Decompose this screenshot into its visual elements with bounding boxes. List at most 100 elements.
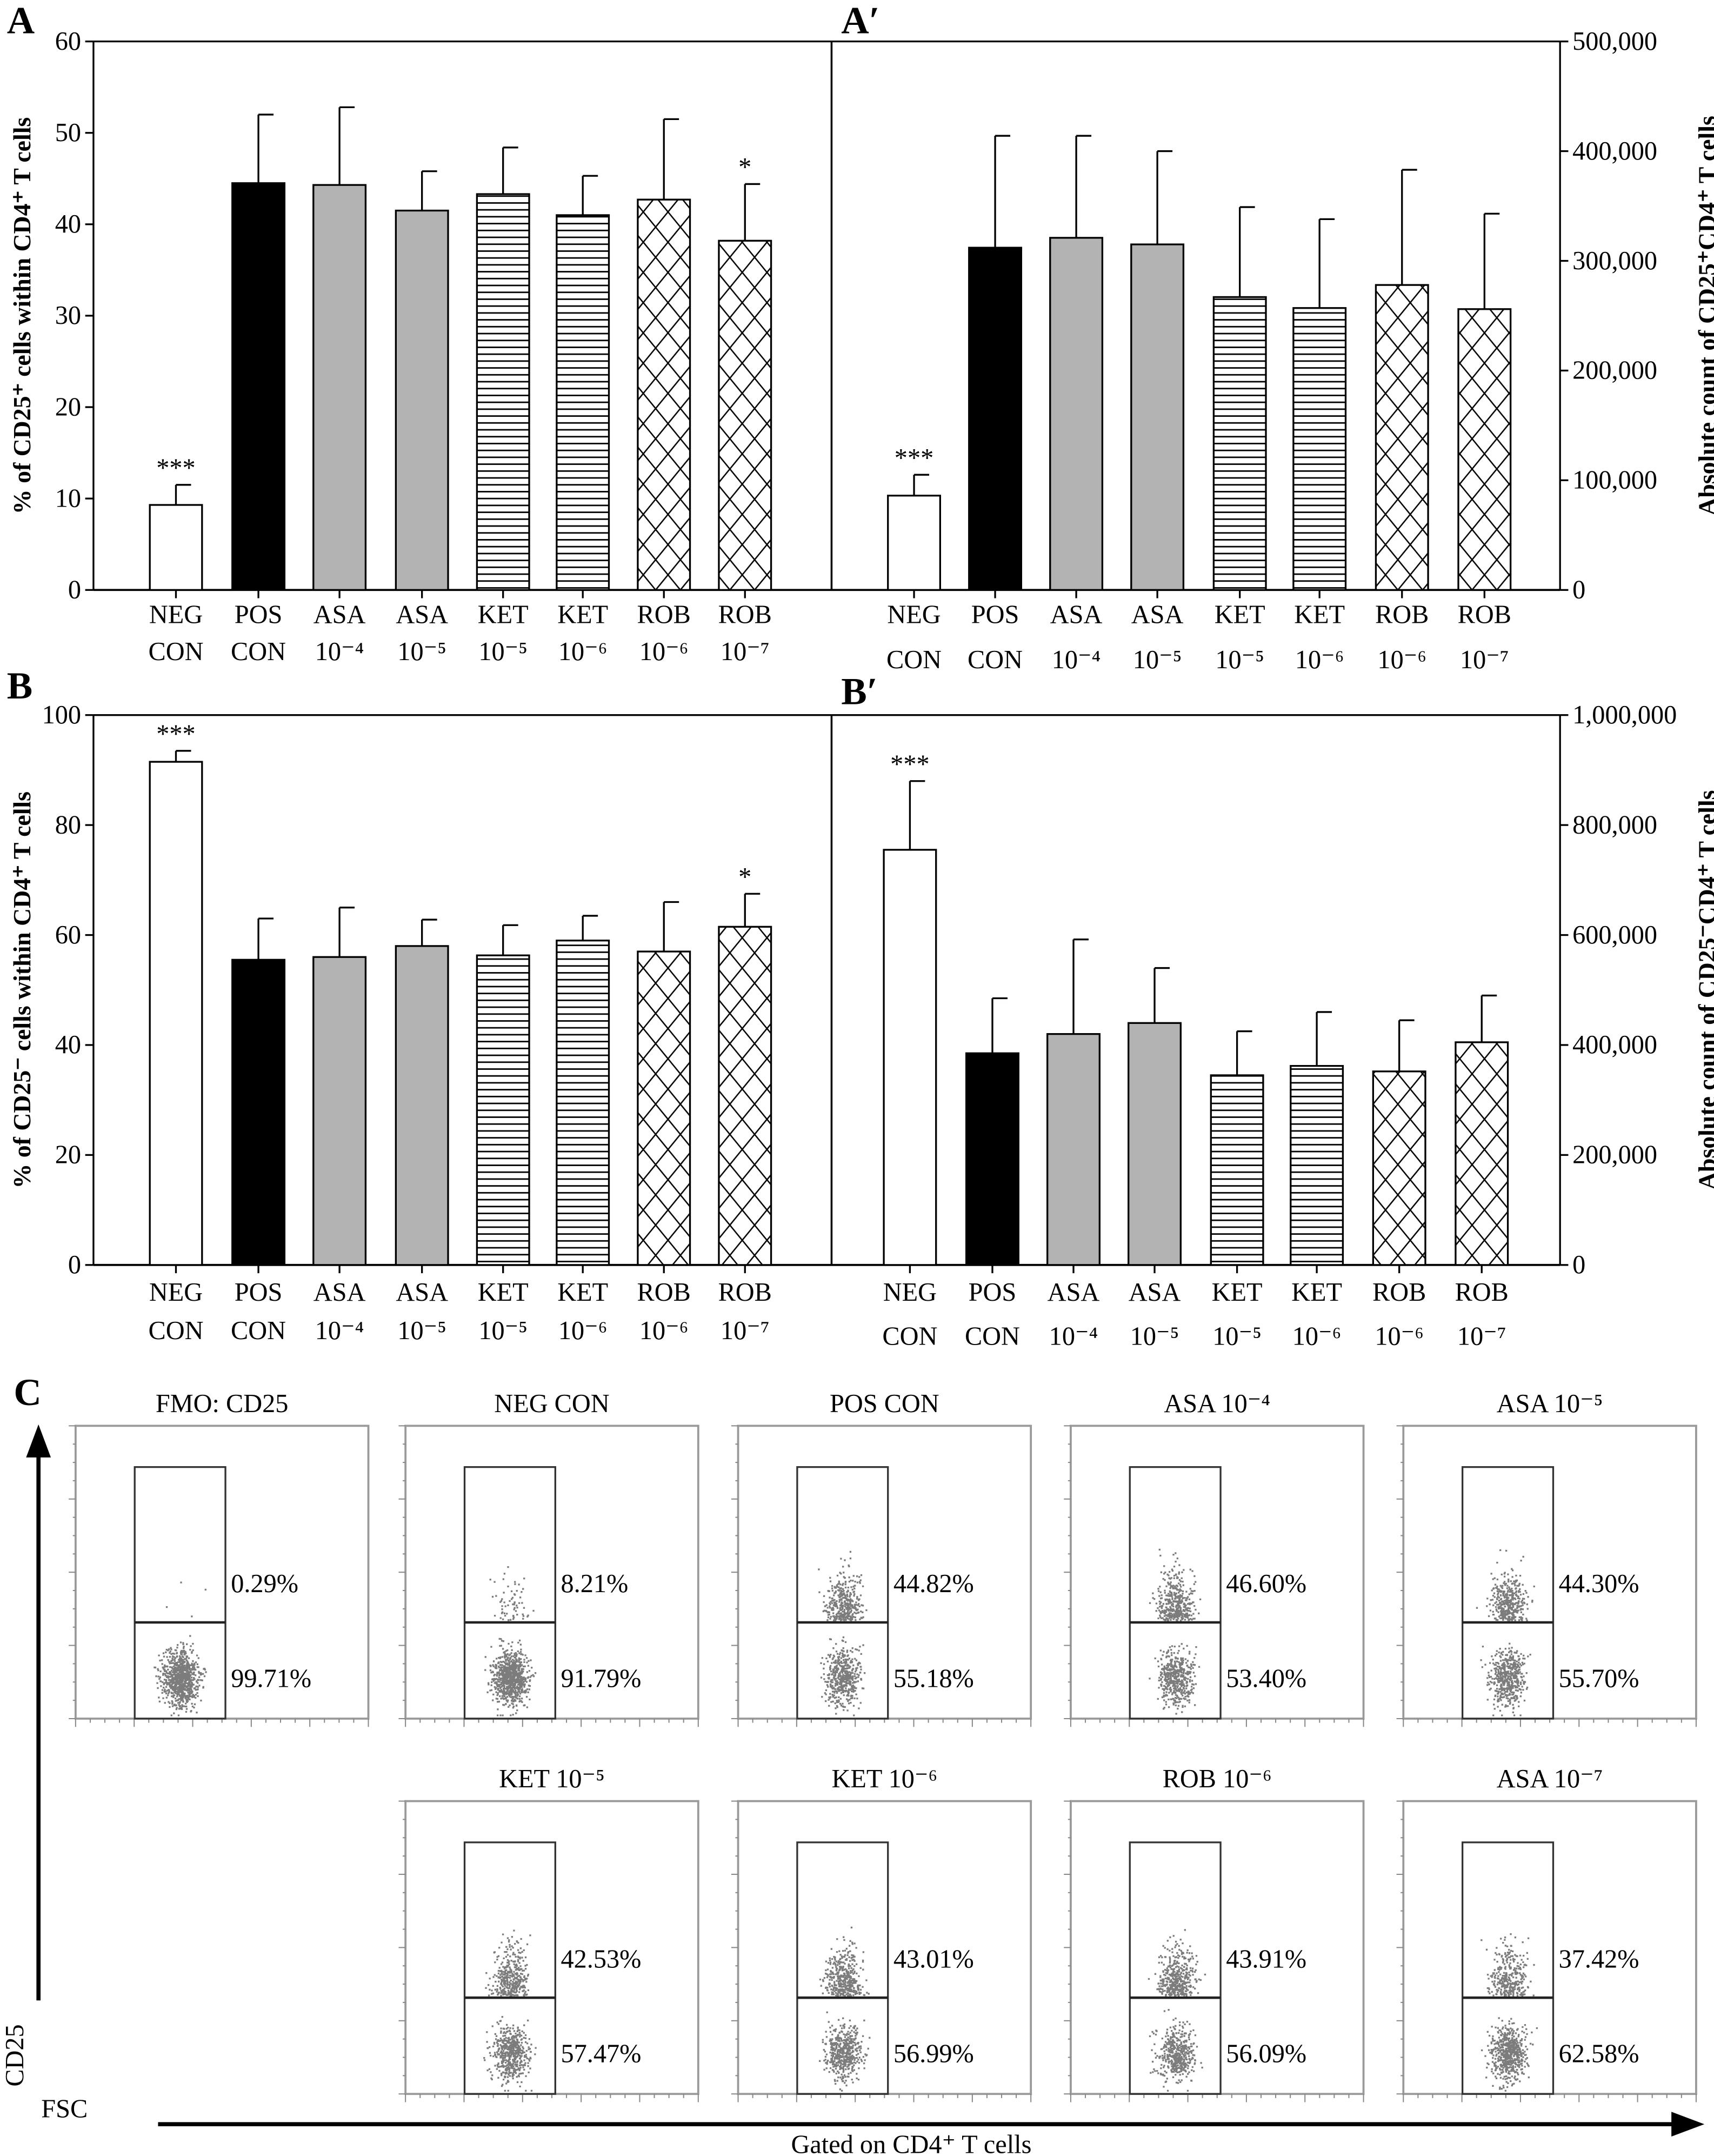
panel-letter: B <box>7 665 32 707</box>
x-tick-label: ROB <box>718 1278 772 1307</box>
upper-gate-percent: 42.53% <box>561 1945 642 1973</box>
x-tick-label: 10⁻⁵ <box>397 637 446 666</box>
x-tick-label: ASA <box>314 1278 366 1307</box>
flow-plot-title: NEG CON <box>494 1389 609 1418</box>
bar <box>1210 1074 1264 1266</box>
gate-rectangle <box>1129 1466 1222 1720</box>
bar <box>556 940 610 1266</box>
significance-label: *** <box>156 720 195 749</box>
bar <box>1046 1033 1101 1266</box>
event-dots <box>1148 1929 1206 2092</box>
gating-footer: Gated on CD4⁺ T cells <box>791 2131 1031 2156</box>
upper-gate-percent: 37.42% <box>1559 1945 1639 1973</box>
bar <box>1212 296 1267 591</box>
chart-panel-4: B′ 0 200,000 400,000 600,000 800,000 1,000,000… <box>830 670 1714 1350</box>
gate-rectangle <box>463 1841 556 2095</box>
bar <box>312 184 367 591</box>
gate-rectangle <box>796 1841 889 2095</box>
x-tick-label: 10⁻⁴ <box>315 637 364 666</box>
x-tick-label: CON <box>886 646 942 674</box>
upper-gate-percent: 43.91% <box>1226 1945 1306 1973</box>
y-axis-label: Absolute count of CD25⁺CD4⁺ T cells <box>1693 116 1714 515</box>
flow-plot-frame <box>737 1800 1032 2095</box>
lower-gate-percent: 56.09% <box>1226 2040 1306 2068</box>
flow-plot-title: ASA 10⁻⁷ <box>1497 1765 1603 1793</box>
x-tick-label: NEG <box>883 1278 937 1307</box>
upper-gate-percent: 44.30% <box>1559 1569 1639 1598</box>
x-tick-label: POS <box>971 600 1019 629</box>
x-tick-label: 10⁻⁵ <box>1130 1322 1179 1350</box>
x-tick-label: 10⁻⁶ <box>1375 1322 1424 1350</box>
lower-gate-percent: 99.71% <box>231 1665 311 1693</box>
flow-plot-frame <box>404 1425 699 1720</box>
y-tick-label: 50 <box>55 118 81 147</box>
gate-rectangle <box>463 1466 556 1720</box>
flow-plot: NEG CON 8.21% 91.79% <box>398 1389 699 1727</box>
y-axis-label: Absolute count of CD25⁻CD4⁺ T cells <box>1693 790 1714 1190</box>
y-tick-label: 0 <box>68 576 81 604</box>
x-tick-label: NEG <box>149 1278 203 1307</box>
x-tick-label: 10⁻⁶ <box>558 637 608 666</box>
x-tick-label: 10⁻⁵ <box>1215 646 1264 674</box>
event-dots <box>484 1566 537 1716</box>
x-tick-label: 10⁻⁴ <box>315 1316 364 1345</box>
y-tick-label: 600,000 <box>1572 921 1657 949</box>
gate-rectangle <box>1461 1841 1555 2095</box>
x-tick-label: 10⁻⁷ <box>721 1316 770 1345</box>
chart-panel-3: B 0 20 40 60 80 100 % of CD25⁻ cells within CD4… <box>7 665 833 1345</box>
x-tick-label: ROB <box>637 600 691 629</box>
x-tick-label: CON <box>965 1322 1020 1350</box>
x-tick-label: 10⁻⁵ <box>478 637 528 666</box>
upper-gate-percent: 8.21% <box>561 1569 629 1598</box>
gate-rectangle <box>1129 1841 1222 2095</box>
significance-label: *** <box>890 750 929 778</box>
x-tick-label: 10⁻⁵ <box>397 1316 446 1345</box>
bar <box>965 1052 1019 1266</box>
y-tick-label: 60 <box>55 921 81 949</box>
bar <box>312 956 367 1266</box>
bar-charts: A 0 10 20 30 40 50 60 % of CD25⁺ cells within CD… <box>7 0 1714 1350</box>
y-tick-label: 100,000 <box>1572 466 1657 495</box>
bar <box>887 495 941 591</box>
flow-plot-frame <box>1402 1800 1697 2095</box>
gate-rectangle <box>1461 1466 1555 1720</box>
y-tick-label: 40 <box>55 210 81 238</box>
y-tick-label: 200,000 <box>1572 356 1657 385</box>
x-tick-label: 10⁻⁶ <box>639 637 689 666</box>
y-axis-label: CD25 <box>1 2024 29 2086</box>
x-tick-label: ROB <box>1375 600 1429 629</box>
x-tick-label: CON <box>148 637 203 666</box>
bar <box>637 950 691 1266</box>
x-tick-label: CON <box>231 637 286 666</box>
bar <box>1457 308 1512 591</box>
y-tick-label: 200,000 <box>1572 1141 1657 1169</box>
flow-plot-frame <box>737 1425 1032 1720</box>
y-tick-label: 800,000 <box>1572 810 1657 839</box>
x-tick-label: 10⁻⁵ <box>1133 646 1182 674</box>
x-axis-label: FSC <box>41 2094 88 2123</box>
flow-plot: FMO: CD25 0.29% 99.71% <box>69 1389 370 1727</box>
y-axis-label: % of CD25⁻ cells within CD4⁺ T cells <box>8 791 36 1188</box>
event-dots <box>1480 1933 1538 2092</box>
bar <box>637 198 691 591</box>
flow-plot-title: KET 10⁻⁵ <box>499 1765 605 1793</box>
significance-label: * <box>738 863 751 891</box>
x-tick-label: KET <box>1212 1278 1263 1307</box>
x-tick-label: NEG <box>887 600 941 629</box>
x-tick-label: ASA <box>314 600 366 629</box>
flow-plot-frame <box>1402 1425 1697 1720</box>
x-tick-label: POS <box>235 600 283 629</box>
flow-plot: KET 10⁻⁶ 43.01% 56.99% <box>731 1765 1032 2102</box>
flow-plot: ASA 10⁻⁴ 46.60% 53.40% <box>1064 1389 1365 1727</box>
y-tick-label: 20 <box>55 1141 81 1169</box>
x-tick-label: CON <box>882 1322 937 1350</box>
flow-cytometry-panel: C FMO: CD25 0.29% 99.71% NEG CON 8.21% 91.79% P… <box>1 1372 1705 2156</box>
bar <box>149 504 203 591</box>
event-dots <box>1476 1549 1535 1716</box>
upper-gate-percent: 43.01% <box>893 1945 974 1973</box>
x-tick-label: KET <box>1291 1278 1342 1307</box>
x-tick-label: NEG <box>149 600 203 629</box>
y-tick-label: 300,000 <box>1572 247 1657 275</box>
x-tick-label: KET <box>557 600 608 629</box>
bar <box>1455 1041 1509 1266</box>
